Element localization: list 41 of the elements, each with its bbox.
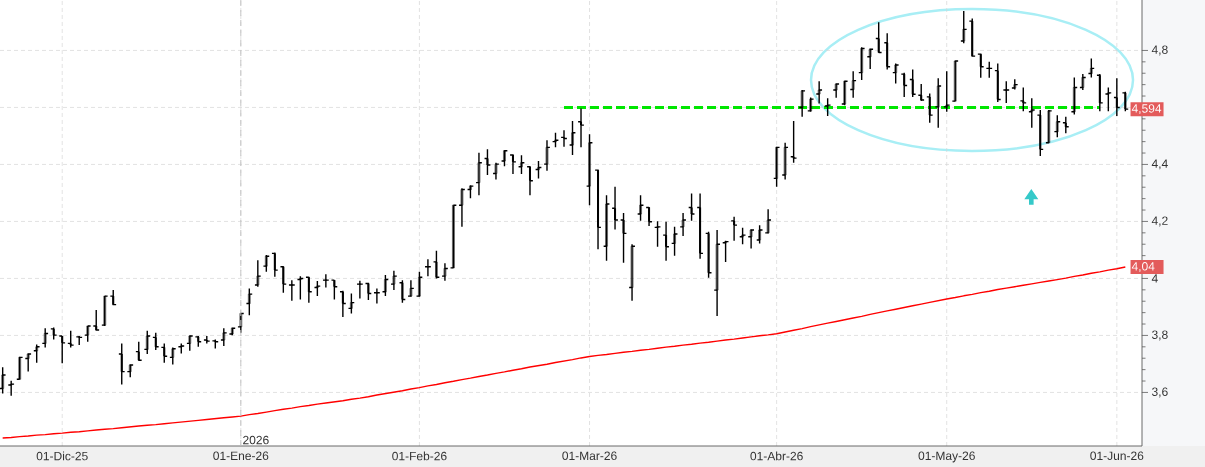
candlestick (494, 162, 498, 181)
candlestick (43, 327, 47, 349)
candlestick (477, 152, 481, 196)
candlestick (681, 212, 685, 237)
candlestick (409, 279, 413, 298)
y-tick-label: 4,4 (1151, 159, 1168, 170)
candlestick (545, 139, 549, 172)
candlestick (1047, 109, 1051, 144)
candlestick (800, 89, 804, 118)
candlestick (1081, 73, 1085, 91)
candlestick (630, 243, 634, 302)
candlestick (443, 262, 447, 282)
x-tick-label: 01-Ene-26 (213, 451, 269, 461)
ref-line-label: 2026 (243, 435, 269, 445)
candlestick (460, 187, 464, 228)
candlestick (222, 327, 226, 347)
y-tick-label: 3,6 (1151, 387, 1168, 398)
candlestick (834, 82, 838, 99)
y-tick-label: 3,8 (1151, 330, 1168, 341)
x-tick-label: 01-May-26 (918, 451, 975, 463)
candlestick (239, 311, 243, 334)
text: 4,594 (1131, 104, 1162, 115)
candlestick (817, 80, 821, 105)
y-tick-label: 4,8 (1151, 45, 1168, 56)
candlestick (749, 228, 753, 250)
x-tick-label: 01-Mar-26 (562, 451, 617, 461)
data-label: 4,04 (1131, 262, 1155, 272)
candlestick (783, 142, 787, 181)
x-tick-label: 01-Dic-25 (36, 451, 88, 461)
candlestick (392, 270, 396, 291)
candlestick (715, 229, 719, 317)
candlestick (766, 208, 770, 235)
candlestick (851, 70, 855, 99)
y-tick-label: 4,2 (1151, 216, 1168, 227)
x-tick-label: 01-Feb-26 (392, 451, 447, 461)
candlestick (26, 352, 30, 373)
candlestick (256, 259, 260, 288)
x-tick-label: 01-Abr-26 (750, 451, 803, 461)
candlestick (868, 47, 872, 70)
x-tick-label: 01-Jun-26 (1090, 451, 1144, 461)
y-tick-label: 4 (1151, 274, 1158, 283)
